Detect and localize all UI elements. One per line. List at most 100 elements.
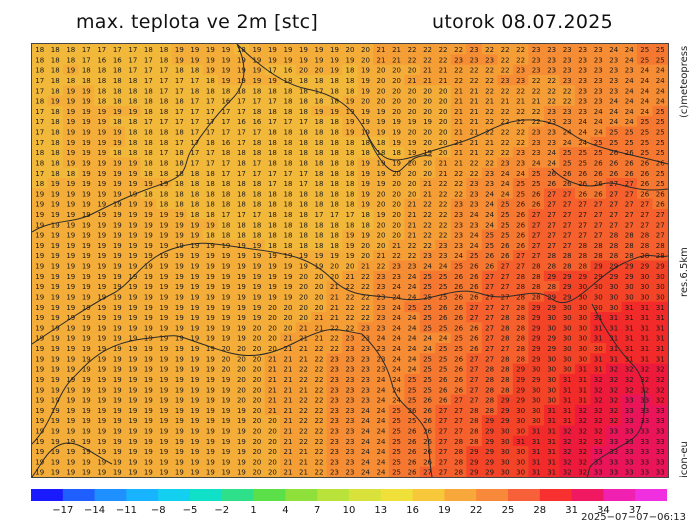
temperature-cell	[63, 136, 80, 148]
temperature-value: 19	[159, 438, 168, 446]
temperature-value: 20	[221, 366, 230, 374]
temperature-cell	[450, 85, 467, 97]
temperature-cell	[218, 291, 235, 303]
temperature-cell	[109, 342, 126, 354]
temperature-value: 26	[470, 335, 479, 343]
temperature-cell	[466, 425, 483, 437]
temperature-value: 19	[51, 376, 60, 384]
temperature-cell	[109, 54, 126, 66]
temperature-value: 19	[51, 469, 60, 477]
temperature-value: 18	[299, 242, 308, 250]
temperature-cell	[326, 250, 343, 262]
temperature-value: 18	[51, 87, 60, 95]
temperature-cell	[47, 198, 64, 210]
temperature-value: 24	[640, 77, 649, 85]
temperature-value: 19	[82, 129, 91, 137]
temperature-value: 21	[268, 397, 277, 405]
temperature-cell	[233, 322, 250, 334]
temperature-cell	[47, 250, 64, 262]
temperature-cell	[63, 281, 80, 293]
temperature-cell	[652, 466, 668, 477]
temperature-cell	[32, 95, 49, 107]
temperature-value: 27	[563, 190, 572, 198]
temperature-value: 19	[66, 67, 75, 75]
temperature-value: 30	[656, 273, 665, 281]
temperature-value: 33	[609, 469, 618, 477]
temperature-cell	[249, 198, 266, 210]
temperature-value: 19	[66, 221, 75, 229]
temperature-value: 19	[175, 46, 184, 54]
temperature-cell	[202, 404, 219, 416]
temperature-value: 19	[66, 324, 75, 332]
temperature-cell	[171, 85, 188, 97]
temperature-value: 26	[501, 252, 510, 260]
temperature-cell	[450, 239, 467, 251]
temperature-value: 19	[51, 190, 60, 198]
temperature-cell	[311, 363, 328, 375]
temperature-cell	[652, 239, 668, 251]
temperature-cell	[218, 250, 235, 262]
temperature-cell	[342, 466, 359, 477]
temperature-cell	[497, 167, 514, 179]
temperature-value: 19	[206, 335, 215, 343]
temperature-value: 21	[330, 293, 339, 301]
temperature-value: 19	[82, 293, 91, 301]
temperature-cell	[621, 44, 638, 55]
temperature-value: 21	[454, 129, 463, 137]
temperature-cell	[249, 404, 266, 416]
temperature-value: 17	[175, 77, 184, 85]
temperature-value: 20	[252, 397, 261, 405]
temperature-cell	[373, 270, 390, 282]
temperature-cell	[233, 301, 250, 313]
temperature-value: 24	[423, 335, 432, 343]
temperature-value: 31	[563, 397, 572, 405]
temperature-cell	[326, 301, 343, 313]
temperature-value: 19	[51, 293, 60, 301]
temperature-cell	[202, 44, 219, 55]
temperature-value: 22	[532, 87, 541, 95]
temperature-value: 25	[392, 438, 401, 446]
legend-swatch	[349, 489, 382, 501]
temperature-value: 19	[51, 438, 60, 446]
temperature-cell	[481, 466, 498, 477]
temperature-cell	[559, 260, 576, 272]
legend-swatch	[539, 489, 573, 501]
temperature-cell	[249, 147, 266, 159]
temperature-value: 19	[221, 335, 230, 343]
temperature-cell	[652, 425, 668, 437]
temperature-value: 27	[454, 427, 463, 435]
temperature-value: 25	[392, 469, 401, 477]
temperature-cell	[249, 363, 266, 375]
temperature-value: 19	[144, 438, 153, 446]
temperature-cell	[156, 281, 173, 293]
temperature-cell	[218, 85, 235, 97]
temperature-cell	[140, 373, 157, 385]
temperature-cell	[636, 198, 654, 210]
temperature-value: 29	[485, 469, 494, 477]
temperature-cell	[63, 105, 80, 117]
temperature-value: 24	[578, 118, 587, 126]
temperature-cell	[78, 363, 95, 375]
temperature-value: 19	[128, 458, 137, 466]
temperature-value: 23	[330, 438, 339, 446]
temperature-cell	[357, 157, 374, 169]
temperature-value: 27	[439, 458, 448, 466]
temperature-value: 18	[283, 201, 292, 209]
temperature-value: 19	[97, 149, 106, 157]
temperature-value: 19	[175, 397, 184, 405]
temperature-cell	[466, 188, 483, 200]
temperature-value: 19	[97, 283, 106, 291]
temperature-value: 23	[470, 201, 479, 209]
temperature-cell	[543, 229, 561, 241]
temperature-value: 24	[408, 273, 417, 281]
temperature-value: 18	[330, 201, 339, 209]
temperature-cell	[311, 301, 328, 313]
temperature-value: 19	[113, 170, 122, 178]
temperature-value: 18	[97, 87, 106, 95]
temperature-value: 19	[144, 314, 153, 322]
temperature-cell	[94, 239, 111, 251]
temperature-value: 19	[66, 118, 75, 126]
temperature-value: 25	[423, 314, 432, 322]
temperature-value: 17	[35, 77, 44, 85]
temperature-value: 17	[252, 170, 261, 178]
